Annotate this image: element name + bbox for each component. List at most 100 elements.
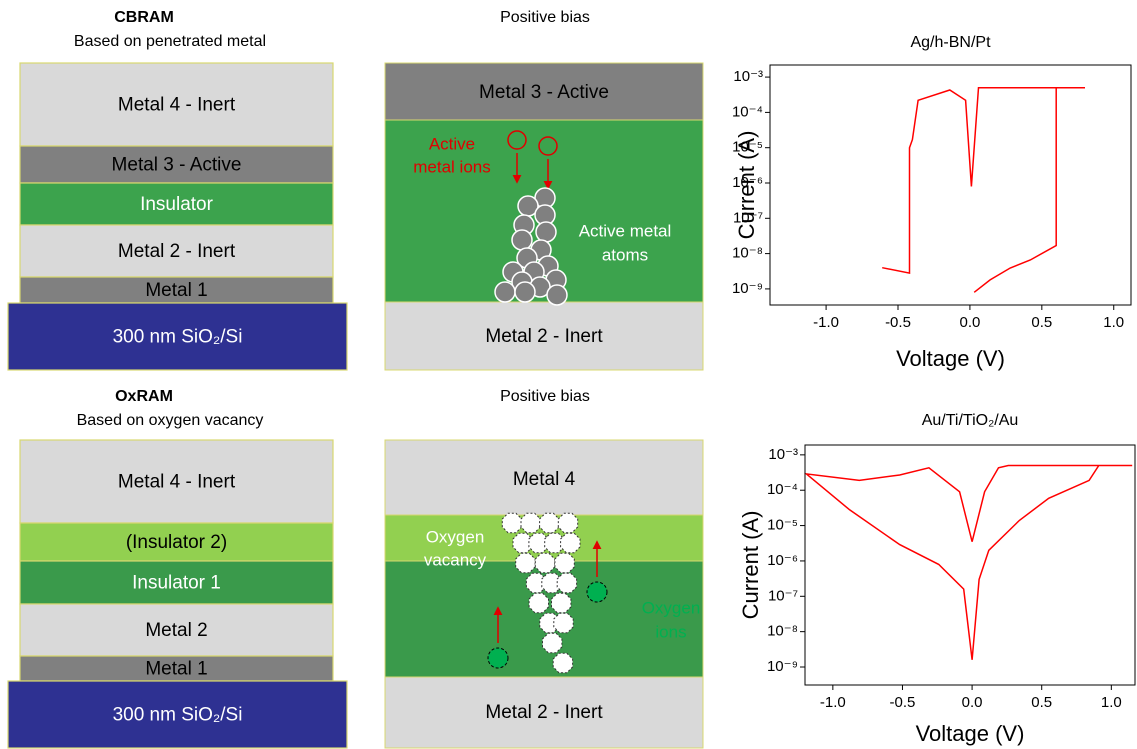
layer-label: Metal 3 - Active bbox=[479, 82, 609, 103]
y-tick-label: 10⁻⁹ bbox=[732, 280, 763, 297]
x-tick-label: 0.5 bbox=[1031, 314, 1052, 331]
atoms-label: Active metal bbox=[579, 221, 672, 240]
oxygen-ion bbox=[586, 581, 608, 603]
layer bbox=[7, 680, 348, 749]
layer-label: Metal 2 - Inert bbox=[118, 241, 236, 262]
layer-label: Metal 4 bbox=[513, 469, 576, 490]
panel-title: Positive bias bbox=[500, 388, 590, 405]
vacancy bbox=[512, 532, 533, 554]
x-tick-label: -1.0 bbox=[820, 694, 846, 711]
layer bbox=[19, 224, 334, 278]
atom bbox=[535, 221, 557, 243]
ions-label: Active bbox=[429, 134, 475, 153]
ions-label: ions bbox=[655, 622, 686, 641]
data-line bbox=[882, 86, 1085, 293]
layer bbox=[384, 439, 704, 516]
x-tick-label: -0.5 bbox=[885, 314, 911, 331]
vacancy bbox=[551, 592, 572, 614]
vacancy-label: vacancy bbox=[424, 550, 487, 569]
layer bbox=[19, 522, 334, 562]
vacancy bbox=[528, 532, 549, 554]
plot-frame bbox=[769, 64, 1132, 306]
vacancy bbox=[556, 572, 578, 594]
layer-label: Metal 2 bbox=[145, 620, 207, 641]
layer bbox=[384, 676, 704, 749]
atom bbox=[494, 281, 516, 303]
x-tick-label: 0.5 bbox=[1031, 694, 1052, 711]
y-tick-label: 10⁻⁶ bbox=[732, 174, 763, 191]
vacancy bbox=[542, 632, 563, 654]
layer-label: Insulator 1 bbox=[132, 573, 221, 594]
x-tick-label: -0.5 bbox=[890, 694, 916, 711]
vacancy bbox=[560, 532, 581, 554]
y-tick-label: 10⁻⁷ bbox=[768, 587, 798, 604]
data-line bbox=[803, 464, 1133, 660]
y-axis-label: Current (A) bbox=[738, 511, 763, 620]
vacancy bbox=[544, 532, 565, 554]
y-tick-label: 10⁻⁷ bbox=[733, 209, 763, 226]
vacancy bbox=[534, 552, 556, 574]
x-tick-label: 1.0 bbox=[1101, 694, 1122, 711]
layer-label: Metal 4 - Inert bbox=[118, 472, 236, 493]
oxygen-ion bbox=[487, 647, 509, 669]
atom bbox=[546, 284, 568, 306]
layer-label: Metal 4 - Inert bbox=[118, 95, 236, 116]
y-tick-label: 10⁻⁶ bbox=[767, 552, 798, 569]
y-axis-label: Current (A) bbox=[734, 131, 759, 240]
layer-label: 300 nm SiO₂/Si bbox=[113, 327, 243, 348]
layer-label: Metal 1 bbox=[145, 659, 207, 680]
layer bbox=[384, 62, 704, 121]
ion bbox=[507, 130, 527, 150]
y-tick-label: 10⁻⁸ bbox=[732, 245, 763, 262]
layer-label: Metal 3 - Active bbox=[112, 155, 242, 176]
y-tick-label: 10⁻⁴ bbox=[732, 103, 763, 120]
vacancy bbox=[520, 512, 541, 534]
ion bbox=[538, 136, 558, 156]
y-tick-label: 10⁻⁸ bbox=[767, 623, 798, 640]
x-tick-label: 0.0 bbox=[962, 694, 983, 711]
x-tick-label: 0.0 bbox=[959, 314, 980, 331]
vacancy bbox=[539, 512, 560, 534]
layer-label: Metal 2 - Inert bbox=[485, 702, 603, 723]
x-axis-label: Voltage (V) bbox=[896, 346, 1005, 371]
vacancy bbox=[554, 552, 575, 574]
atoms-label: atoms bbox=[602, 245, 648, 264]
vacancy bbox=[553, 612, 574, 634]
layer-label: Insulator bbox=[140, 194, 214, 215]
panel-title: Positive bias bbox=[500, 9, 590, 26]
y-tick-label: 10⁻³ bbox=[733, 68, 763, 85]
y-tick-label: 10⁻⁵ bbox=[767, 517, 798, 534]
layer bbox=[19, 655, 334, 682]
ions-label: metal ions bbox=[413, 157, 490, 176]
vacancy bbox=[557, 512, 579, 534]
y-tick-label: 10⁻⁹ bbox=[767, 658, 798, 675]
x-tick-label: 1.0 bbox=[1103, 314, 1124, 331]
panel-title: OxRAM bbox=[115, 388, 173, 405]
layer bbox=[19, 182, 334, 226]
layer-label: Metal 1 bbox=[145, 280, 207, 301]
layer-label: (Insulator 2) bbox=[126, 532, 227, 553]
panel-subtitle: Based on oxygen vacancy bbox=[77, 412, 264, 429]
vacancy-label: Oxygen bbox=[426, 527, 485, 546]
layer bbox=[384, 301, 704, 371]
x-axis-label: Voltage (V) bbox=[916, 721, 1025, 746]
panel-subtitle: Based on penetrated metal bbox=[74, 33, 266, 50]
atom bbox=[511, 229, 533, 251]
vacancy bbox=[515, 552, 536, 574]
layer bbox=[7, 302, 348, 371]
vacancy bbox=[528, 592, 549, 614]
layer-label: Metal 2 - Inert bbox=[485, 326, 603, 347]
layer bbox=[19, 603, 334, 657]
layer bbox=[19, 145, 334, 184]
x-tick-label: -1.0 bbox=[813, 314, 839, 331]
chart-title: Ag/h-BN/Pt bbox=[910, 34, 991, 51]
vacancy bbox=[552, 652, 574, 674]
layer-label: 300 nm SiO₂/Si bbox=[113, 705, 243, 726]
chart-title: Au/Ti/TiO₂/Au bbox=[922, 412, 1019, 429]
layer bbox=[19, 62, 334, 147]
y-tick-label: 10⁻⁵ bbox=[732, 139, 763, 156]
ions-label: Oxygen bbox=[642, 598, 701, 617]
atom bbox=[514, 281, 536, 303]
y-tick-label: 10⁻⁴ bbox=[767, 481, 798, 498]
